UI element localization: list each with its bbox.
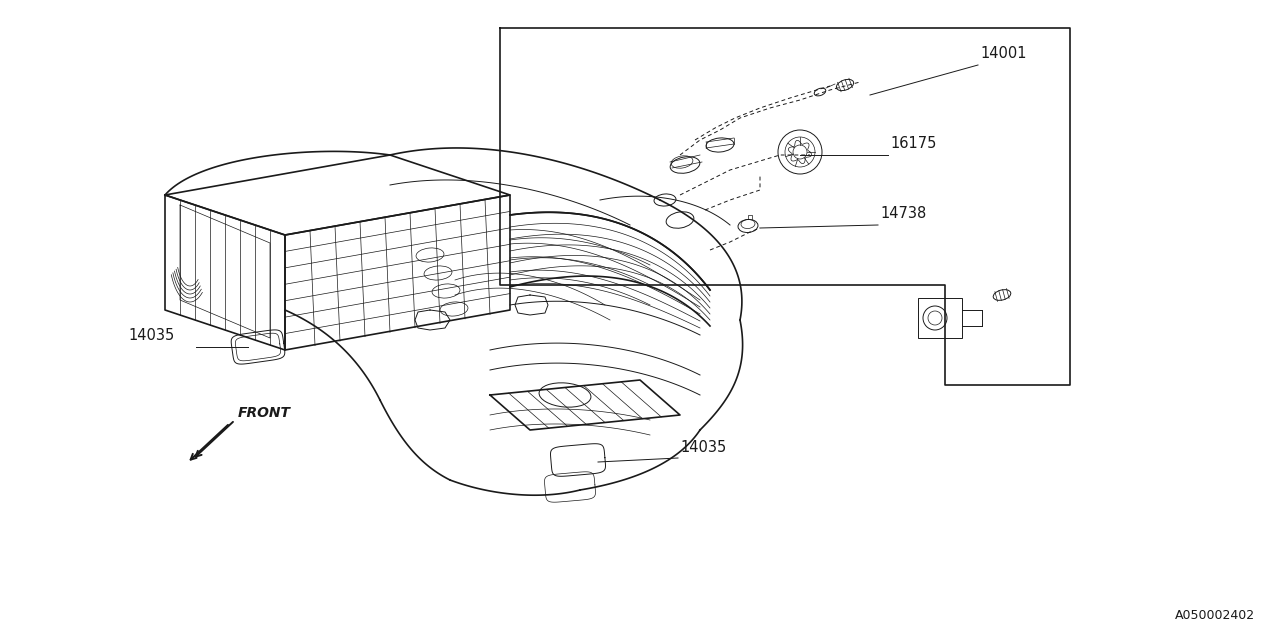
Text: 14035: 14035 (680, 440, 726, 455)
Text: 14001: 14001 (980, 46, 1027, 61)
Bar (918, 298, 963, 338)
Text: 14035: 14035 (128, 328, 174, 343)
Text: 16175: 16175 (890, 136, 937, 151)
Text: 14738: 14738 (881, 206, 927, 221)
Text: FRONT: FRONT (238, 406, 291, 420)
Text: A050002402: A050002402 (1175, 609, 1254, 622)
